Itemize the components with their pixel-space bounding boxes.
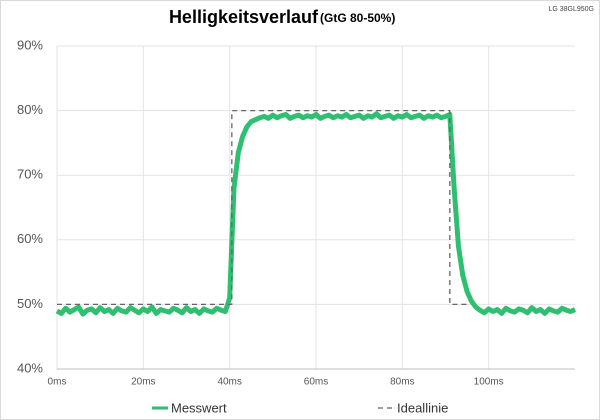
x-tick-label: 0ms (48, 377, 67, 388)
annotation: LG 38GL950G (548, 6, 594, 13)
x-tick-label: 100ms (474, 377, 504, 388)
x-tick-label: 20ms (131, 377, 155, 388)
y-tick-label: 70% (17, 167, 43, 182)
y-tick-label: 40% (17, 360, 43, 375)
y-tick-label: 50% (17, 296, 43, 311)
y-tick-label: 80% (17, 102, 43, 117)
chart-subtitle: (GtG 80-50%) (320, 11, 395, 25)
series-line (55, 111, 577, 317)
x-tick-label: 40ms (217, 377, 241, 388)
y-tick-label: 90% (17, 37, 43, 52)
y-tick-label: 60% (17, 231, 43, 246)
series-line (57, 109, 468, 306)
chart-title: Helligkeitsverlauf (169, 7, 319, 27)
legend-label: Messwert (171, 400, 227, 415)
legend-label: Ideallinie (397, 400, 448, 415)
x-tick-label: 80ms (390, 377, 414, 388)
x-tick-label: 60ms (304, 377, 328, 388)
